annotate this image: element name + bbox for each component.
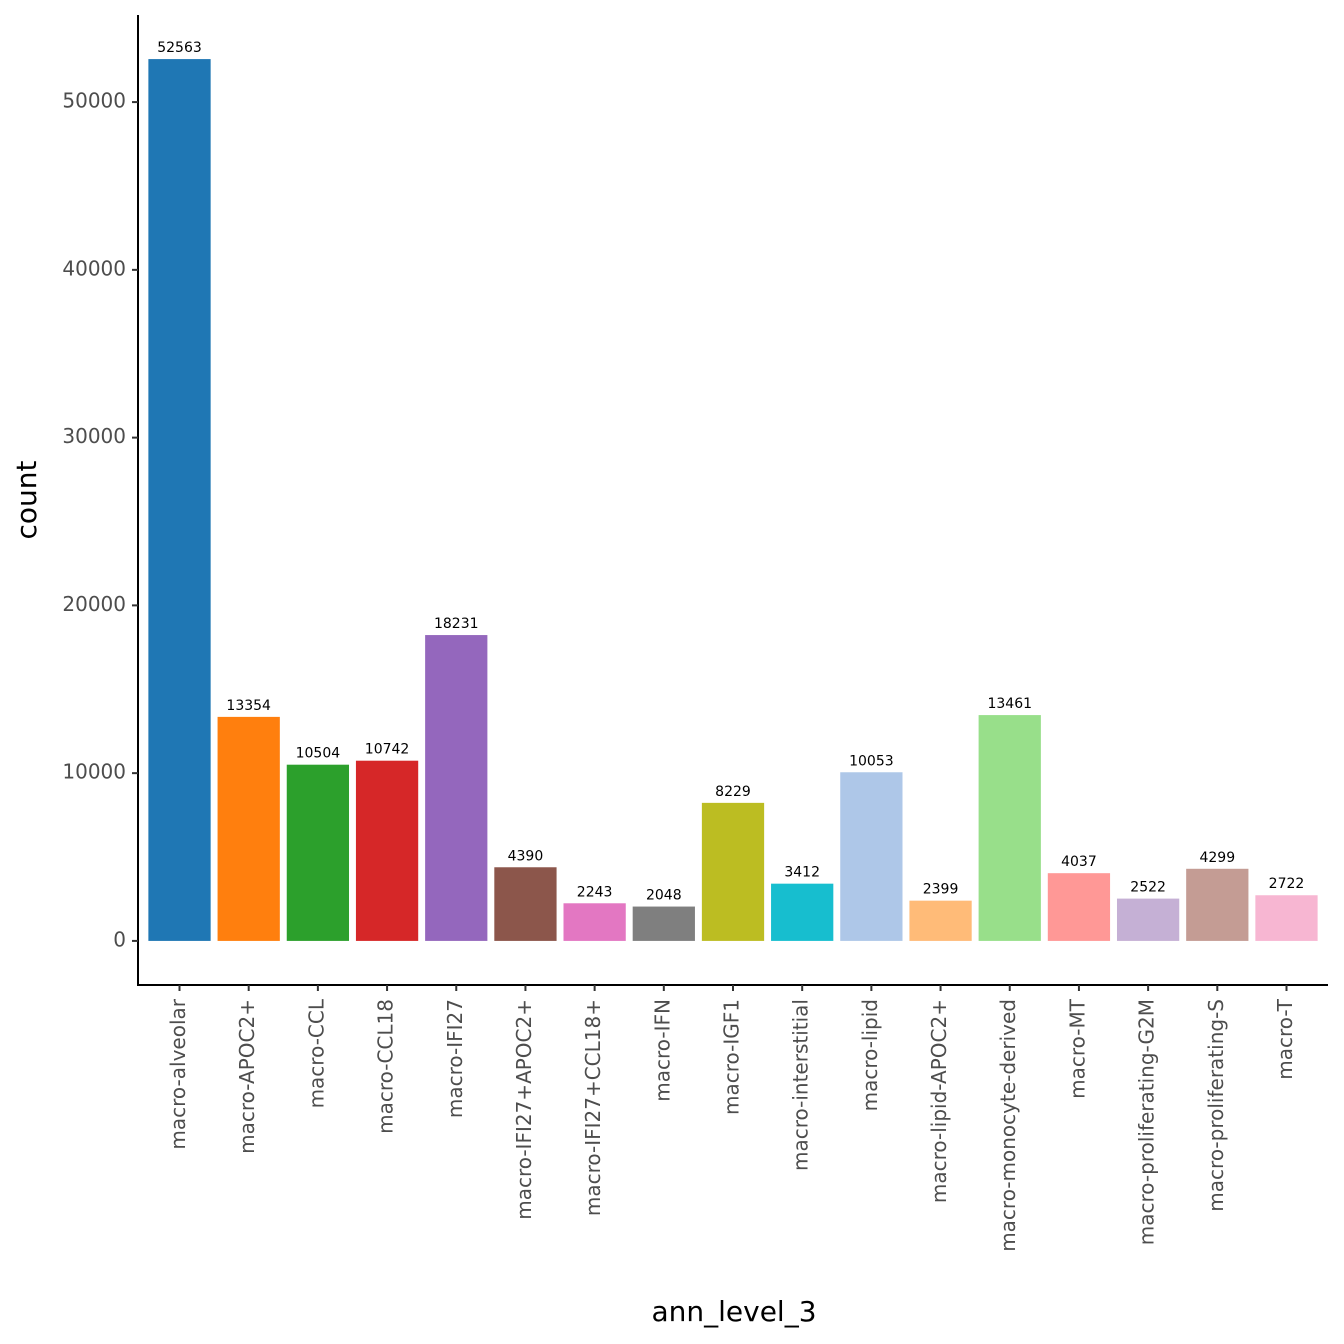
value-label: 18231 — [434, 616, 479, 632]
bar — [148, 59, 211, 941]
x-tick-label: macro-alveolar — [166, 998, 190, 1149]
x-tick-label: macro-IFI27+APOC2+ — [512, 999, 536, 1220]
bar — [978, 715, 1041, 941]
value-label: 2048 — [646, 888, 682, 904]
bar — [425, 635, 488, 941]
value-label: 10742 — [365, 742, 410, 758]
value-label: 10504 — [296, 746, 341, 762]
value-label: 3412 — [784, 865, 820, 881]
value-label: 4390 — [508, 848, 544, 864]
x-tick-label: macro-IFI27 — [443, 999, 467, 1118]
x-tick-label: macro-APOC2+ — [235, 999, 259, 1154]
value-label: 2722 — [1269, 876, 1305, 892]
bar — [217, 716, 280, 941]
value-label: 13354 — [226, 698, 271, 714]
x-tick-label: macro-monocyte-derived — [996, 999, 1020, 1252]
bar — [286, 764, 350, 941]
x-tick-label: macro-IFI27+CCL18+ — [581, 999, 605, 1216]
value-label: 8229 — [715, 784, 751, 800]
x-tick-label: macro-CCL18 — [374, 999, 398, 1134]
bar — [1255, 895, 1318, 941]
y-tick-label: 0 — [113, 927, 126, 951]
value-label: 10053 — [849, 753, 894, 769]
y-tick-label: 40000 — [62, 256, 126, 280]
bar — [494, 867, 557, 941]
value-label: 2522 — [1130, 880, 1166, 896]
value-label: 4299 — [1199, 850, 1235, 866]
bar — [355, 760, 419, 941]
bar — [1047, 873, 1111, 941]
bar — [909, 900, 972, 941]
x-tick-label: macro-interstitial — [789, 999, 813, 1171]
value-label: 2243 — [577, 884, 613, 900]
x-tick-label: macro-IGF1 — [720, 999, 744, 1115]
x-tick-label: macro-MT — [1065, 998, 1089, 1099]
value-label: 2399 — [923, 882, 959, 898]
x-tick-label: macro-T — [1273, 998, 1297, 1080]
y-tick-label: 20000 — [62, 592, 126, 616]
x-tick-label: macro-IFN — [650, 999, 674, 1102]
x-tick-label: macro-CCL — [304, 998, 328, 1108]
y-tick-label: 30000 — [62, 424, 126, 448]
bar — [840, 772, 903, 941]
bar — [632, 906, 695, 941]
x-tick-label: macro-proliferating-G2M — [1135, 999, 1159, 1245]
x-tick-label: macro-lipid-APOC2+ — [927, 999, 951, 1203]
y-tick-label: 10000 — [62, 760, 126, 784]
bar — [701, 802, 765, 941]
x-tick-label: macro-proliferating-S — [1204, 999, 1228, 1212]
y-axis-title: count — [10, 460, 43, 539]
bar — [771, 883, 834, 941]
value-label: 52563 — [157, 40, 202, 56]
bar — [1186, 868, 1249, 941]
x-axis-title: ann_level_3 — [651, 1295, 816, 1328]
x-tick-label: macro-lipid — [858, 999, 882, 1111]
value-label: 13461 — [987, 696, 1032, 712]
y-tick-label: 50000 — [62, 89, 126, 113]
bar — [563, 903, 626, 941]
value-label: 4037 — [1061, 854, 1097, 870]
bar — [1116, 898, 1180, 941]
